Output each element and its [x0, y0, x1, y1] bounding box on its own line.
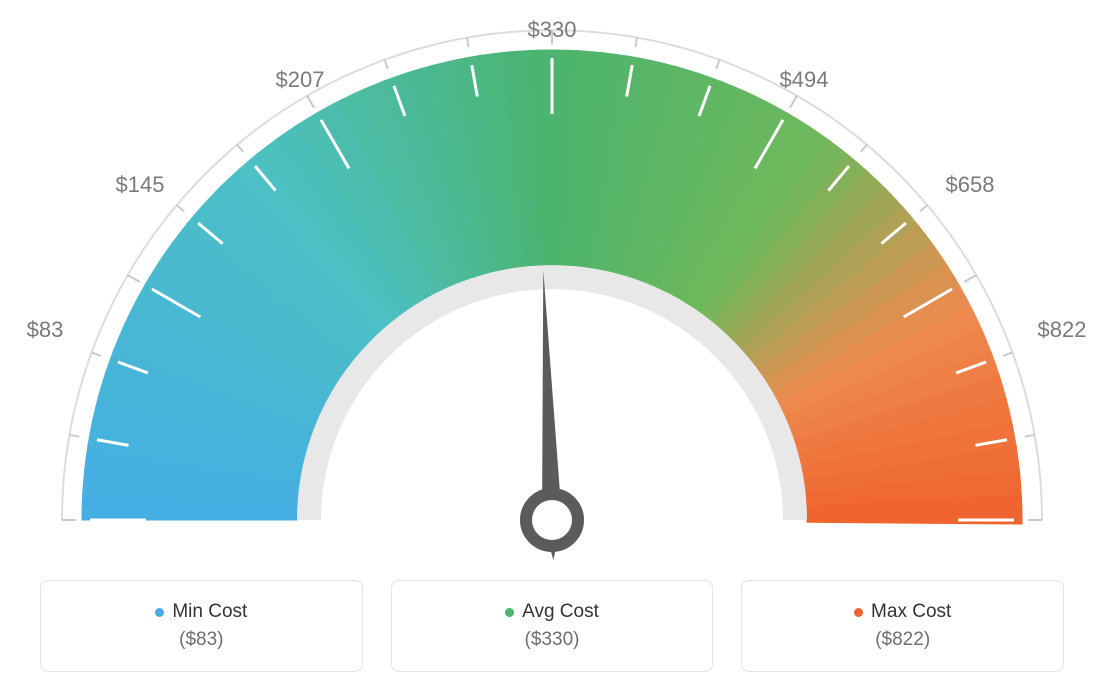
- legend-min-dot: [155, 608, 164, 617]
- legend-avg-value: ($330): [525, 629, 580, 651]
- legend-min-title: Min Cost: [155, 601, 247, 623]
- gauge-tick-label: $207: [276, 67, 325, 93]
- legend-min-label: Min Cost: [172, 601, 247, 623]
- legend-max-label: Max Cost: [871, 601, 951, 623]
- legend-avg-label: Avg Cost: [522, 601, 599, 623]
- gauge: $83 $145 $207 $330 $494 $658 $822: [0, 0, 1104, 560]
- legend-avg-title: Avg Cost: [505, 601, 599, 623]
- legend-max-value: ($822): [875, 629, 930, 651]
- gauge-tick-label: $822: [1038, 317, 1087, 343]
- legend-max-title: Max Cost: [854, 601, 951, 623]
- gauge-tick-label: $494: [780, 67, 829, 93]
- gauge-tick-label: $145: [116, 172, 165, 198]
- legend-avg-dot: [505, 608, 514, 617]
- cost-gauge-container: $83 $145 $207 $330 $494 $658 $822 Min Cost ($8…: [0, 0, 1104, 690]
- legend-min-value: ($83): [179, 629, 223, 651]
- gauge-tick-label: $658: [946, 172, 995, 198]
- legend-avg-box: Avg Cost ($330): [391, 580, 714, 672]
- legend-min-box: Min Cost ($83): [40, 580, 363, 672]
- legend-row: Min Cost ($83) Avg Cost ($330) Max Cost …: [40, 580, 1064, 672]
- legend-max-box: Max Cost ($822): [741, 580, 1064, 672]
- gauge-tick-label: $330: [528, 17, 577, 43]
- gauge-svg: [0, 0, 1104, 560]
- legend-max-dot: [854, 608, 863, 617]
- gauge-tick-label: $83: [27, 317, 64, 343]
